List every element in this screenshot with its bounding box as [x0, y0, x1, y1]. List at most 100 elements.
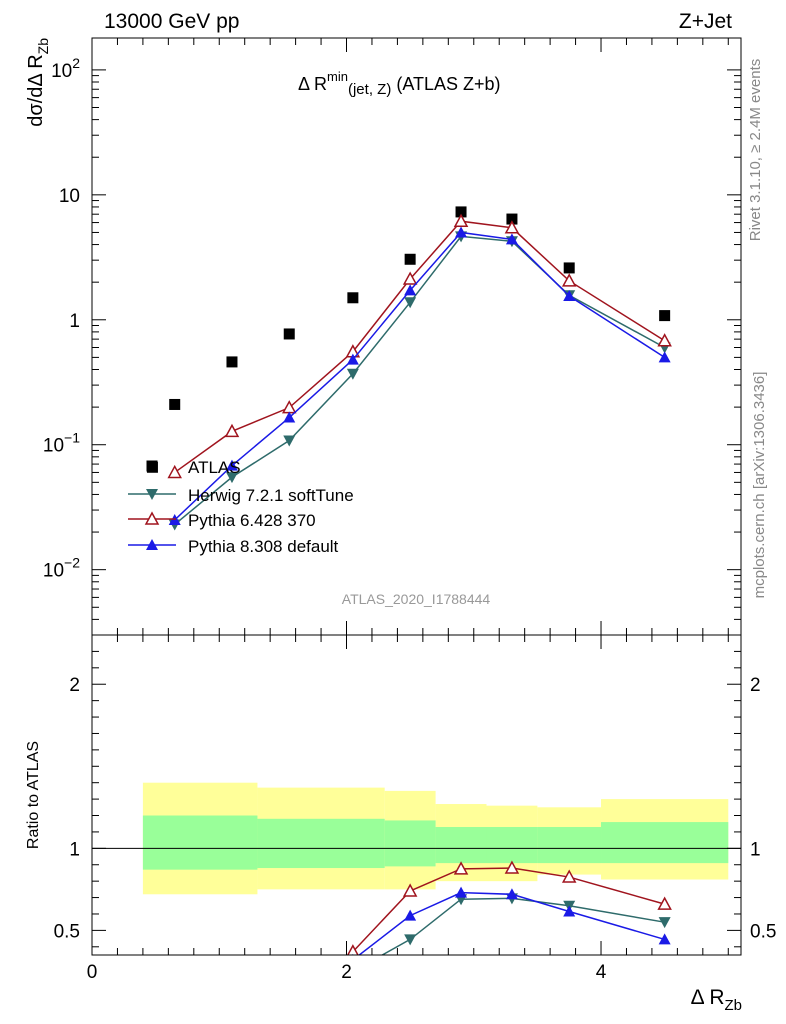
data-point	[283, 411, 296, 423]
data-point	[563, 290, 576, 302]
analysis-id-label: ATLAS_2020_I1788444	[342, 591, 491, 607]
y-tick-label-base: 10	[59, 186, 80, 207]
legend-marker	[146, 539, 158, 550]
legend-label: ATLAS	[188, 458, 241, 477]
ratio-point	[504, 860, 520, 874]
data-point	[455, 206, 467, 218]
data-point	[226, 356, 238, 368]
uncertainty-band-inner	[435, 827, 487, 864]
data-point	[169, 398, 181, 410]
data-point	[404, 284, 417, 296]
uncertainty-band-inner	[486, 827, 538, 864]
data-point	[346, 368, 359, 380]
uncertainty-band-inner	[537, 827, 602, 864]
ylabel-main: dσ/dΔ R	[25, 54, 47, 126]
y-tick-label-base: 10	[43, 436, 64, 457]
y-tick-label-base: 10	[43, 561, 64, 582]
y-tick-label-exp: −1	[64, 430, 80, 446]
x-tick-label: 4	[596, 962, 607, 983]
ratio-y-tick-label: 2	[69, 675, 80, 696]
legend-marker	[146, 489, 158, 500]
legend-item: Herwig 7.2.1 softTune	[128, 486, 354, 505]
ratio-y-tick-label-right: 0.5	[750, 921, 776, 942]
data-point	[224, 423, 240, 438]
ratio-point	[658, 917, 671, 929]
y-tick-label-exp: 2	[72, 55, 80, 71]
title-sup: min	[327, 69, 348, 84]
title-sub: (jet, Z)	[348, 81, 391, 98]
xlabel-sub: Zb	[724, 997, 742, 1014]
data-point	[404, 297, 417, 309]
ratio-line	[380, 897, 665, 955]
ratio-plot: 2 2 1 1 0.5 0.5 0 2 4	[54, 634, 776, 983]
ratio-point	[657, 896, 672, 910]
data-point	[505, 233, 518, 245]
data-point	[658, 351, 671, 363]
ratio-point	[346, 944, 359, 955]
ratio-point	[505, 888, 518, 900]
x-tick-label: 2	[341, 962, 352, 983]
ratio-line	[358, 891, 665, 955]
title-pre: Δ R	[298, 74, 327, 94]
legend-item: ATLAS	[146, 458, 241, 477]
series-line	[174, 231, 666, 521]
x-axis-label: Δ RZb	[691, 986, 742, 1014]
y-tick-label-exp: −2	[64, 555, 80, 571]
y-tick-label: 1	[69, 311, 80, 332]
ratio-y-tick-label: 1	[69, 839, 80, 860]
data-point	[504, 220, 520, 234]
data-point	[453, 213, 469, 227]
y-tick-label: 102	[51, 55, 80, 82]
ratio-point	[404, 909, 417, 921]
legend-label: Herwig 7.2.1 softTune	[188, 486, 354, 505]
legend-label: Pythia 6.428 370	[188, 511, 316, 530]
ratio-point	[455, 886, 468, 898]
series-pythia-6-428-370	[167, 213, 672, 479]
ratio-y-tick-label-right: 1	[750, 839, 761, 860]
ylabel-sub: Zb	[35, 38, 51, 55]
data-point	[563, 262, 575, 274]
mcplots-label: mcplots.cern.ch [arXiv:1306.3436]	[751, 372, 768, 599]
data-point	[283, 328, 295, 340]
data-point	[404, 253, 416, 265]
ratio-series-pythia-8-308-default	[352, 886, 671, 955]
data-point	[225, 459, 238, 471]
series-atlas	[146, 206, 671, 473]
ratio-series-pythia-6-428-370	[346, 860, 672, 955]
series-line	[174, 220, 666, 474]
y-tick-label-base: 1	[69, 311, 80, 332]
uncertainty-band-inner	[142, 815, 258, 870]
data-point	[402, 271, 418, 285]
data-point	[561, 273, 577, 287]
data-point	[225, 472, 238, 484]
ratio-y-tick-label: 0.5	[54, 921, 80, 942]
ratio-point	[453, 861, 469, 875]
ratio-point	[402, 883, 418, 897]
data-point	[659, 310, 671, 322]
ratio-point	[563, 905, 576, 917]
data-point	[346, 353, 359, 365]
legend: ATLAS Herwig 7.2.1 softTune Pythia 6.428 3…	[128, 458, 354, 556]
ratio-point	[658, 933, 671, 945]
data-point	[167, 464, 182, 479]
legend-item: Pythia 8.308 default	[128, 537, 339, 556]
ratio-y-tick-label-right: 2	[750, 675, 761, 696]
data-point	[506, 213, 518, 225]
uncertainty-band-inner	[601, 822, 729, 864]
y-tick-label: 10−1	[43, 430, 80, 457]
legend-marker	[144, 511, 160, 525]
ratio-y-axis-label: Ratio to ATLAS	[25, 741, 42, 849]
legend-marker	[146, 460, 158, 472]
data-point	[657, 333, 672, 347]
series-pythia-8-308-default	[168, 226, 671, 525]
y-tick-label: 10−2	[43, 555, 80, 582]
energy-label: 13000 GeV pp	[104, 10, 239, 33]
main-y-axis-label: dσ/dΔ RZb	[25, 38, 51, 127]
title-post: (ATLAS Z+b)	[391, 74, 500, 94]
legend-label: Pythia 8.308 default	[188, 537, 339, 556]
data-point	[347, 292, 359, 304]
xlabel-main: Δ R	[691, 986, 725, 1009]
data-point	[283, 435, 296, 447]
uncertainty-band-inner	[257, 818, 385, 869]
